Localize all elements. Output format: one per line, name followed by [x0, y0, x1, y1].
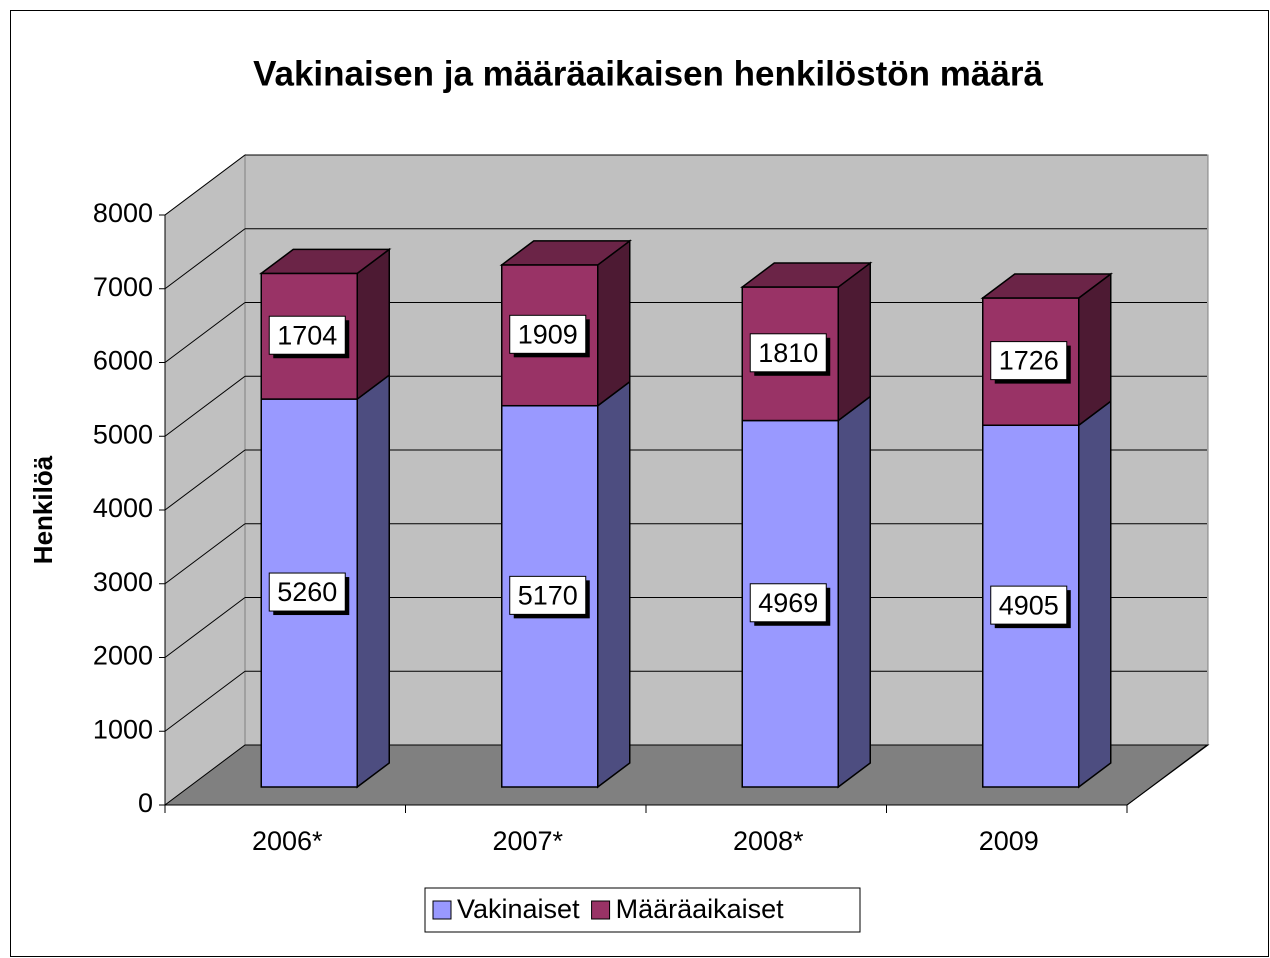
data-label: 1810 — [758, 338, 818, 368]
bar-top — [980, 273, 1113, 299]
data-label: 4969 — [758, 588, 818, 618]
grid-line — [164, 375, 246, 437]
bar-side — [1078, 399, 1112, 789]
bar-side — [1078, 272, 1112, 427]
legend-swatch — [432, 900, 452, 920]
label-box — [509, 575, 587, 615]
x-axis-depth — [1126, 744, 1208, 806]
y-tick-label: 0 — [138, 788, 153, 818]
label-box — [749, 583, 827, 623]
y-axis-label: Henkilöä — [28, 455, 58, 564]
grid-line — [164, 302, 246, 363]
label-box — [509, 314, 587, 354]
grid-line — [164, 597, 246, 658]
data-label: 4905 — [999, 590, 1059, 620]
grid-line — [164, 670, 246, 732]
bar-side — [356, 373, 390, 789]
label-box — [990, 585, 1068, 625]
bar-top — [259, 248, 392, 275]
chart-title: Vakinaisen ja määräaikaisen henkilöstön … — [253, 54, 1043, 93]
grid-line — [164, 523, 246, 585]
x-tick-label: 2009 — [979, 826, 1039, 856]
grid-line — [164, 449, 246, 511]
y-tick-label: 1000 — [93, 714, 153, 744]
legend-swatch — [591, 900, 611, 920]
bar-side — [837, 395, 871, 789]
data-label: 1726 — [999, 346, 1059, 376]
bar-side — [837, 261, 871, 423]
legend-label: Vakinaiset — [457, 894, 580, 924]
bar-side — [597, 380, 631, 789]
x-tick-label: 2008* — [733, 826, 804, 856]
bar-top — [740, 262, 873, 288]
legend-label: Määräaikaiset — [616, 894, 785, 924]
bar-side — [356, 247, 390, 401]
bar-top — [499, 240, 633, 266]
y-tick-label: 5000 — [93, 419, 153, 449]
bar-side — [597, 239, 631, 408]
data-label: 1704 — [277, 320, 337, 350]
label-box — [749, 333, 827, 373]
label-box — [268, 315, 346, 355]
y-tick-label: 8000 — [93, 198, 153, 228]
x-tick-label: 2006* — [252, 826, 323, 856]
grid-line — [164, 228, 246, 290]
label-box — [268, 572, 346, 612]
data-label: 5260 — [277, 577, 337, 607]
data-label: 5170 — [518, 580, 578, 610]
y-tick-label: 4000 — [93, 493, 153, 523]
data-label: 1909 — [518, 319, 578, 349]
x-tick-label: 2007* — [492, 826, 563, 856]
y-tick-label: 2000 — [93, 641, 153, 671]
grid-line — [164, 154, 246, 216]
y-tick-label: 7000 — [93, 272, 153, 302]
legend-box — [424, 887, 861, 933]
label-box — [990, 341, 1068, 381]
y-tick-label: 6000 — [93, 346, 153, 376]
y-tick-label: 3000 — [93, 567, 153, 597]
